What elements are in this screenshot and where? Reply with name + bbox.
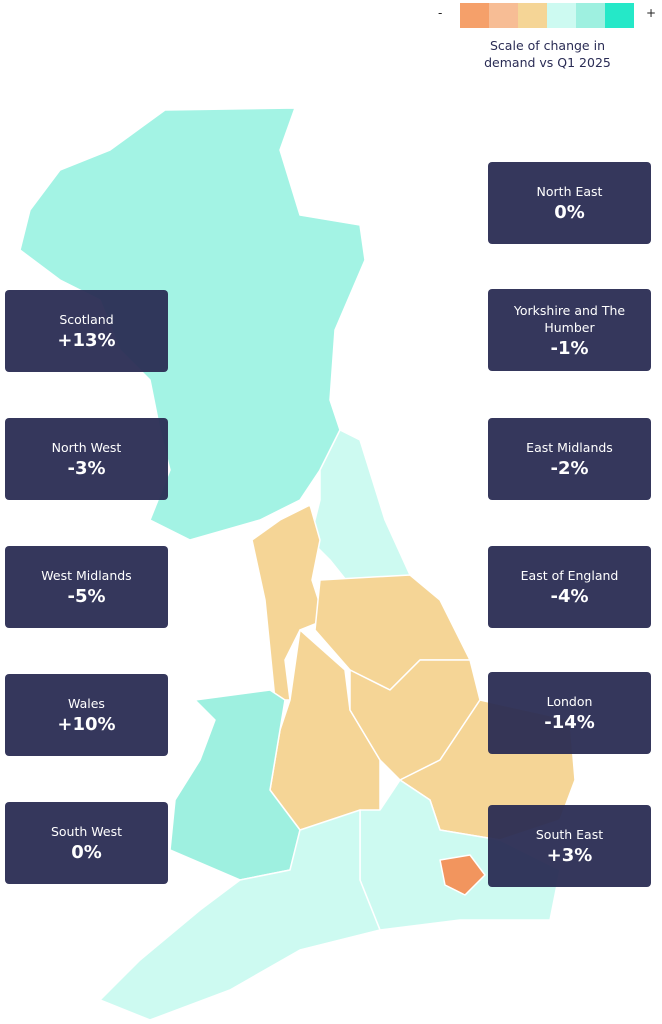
legend-title: Scale of change in demand vs Q1 2025: [484, 38, 611, 70]
region-box: Yorkshire and The Humber -1%: [488, 289, 651, 371]
region-name: Scotland: [59, 312, 114, 327]
region-box: London -14%: [488, 672, 651, 754]
region-change: -3%: [67, 458, 106, 479]
legend-minus: -: [438, 6, 443, 20]
region-name: Yorkshire and The Humber: [513, 302, 626, 335]
legend-swatch: [460, 3, 489, 28]
region-change: -4%: [550, 586, 589, 607]
south-west-shape: [99, 809, 381, 1021]
region-name: South East: [535, 827, 604, 842]
region-name: East of England: [520, 568, 619, 583]
region-name: London: [546, 694, 593, 709]
region-box: East Midlands -2%: [488, 418, 651, 500]
region-name: East Midlands: [526, 440, 613, 455]
legend-scale: [460, 3, 634, 28]
region-change: 0%: [554, 202, 585, 223]
region-box: South East +3%: [488, 805, 651, 887]
region-name: North East: [536, 184, 603, 199]
region-change: 0%: [71, 842, 102, 863]
legend-swatch: [489, 3, 518, 28]
region-name: West Midlands: [41, 568, 132, 583]
legend-swatch: [518, 3, 547, 28]
region-box: North West -3%: [5, 418, 168, 500]
region-box: Scotland +13%: [5, 290, 168, 372]
region-name: North West: [51, 440, 122, 455]
region-name: Wales: [68, 696, 105, 711]
legend-swatch: [576, 3, 605, 28]
region-name: South West: [50, 824, 123, 839]
region-change: -2%: [550, 458, 589, 479]
region-change: -14%: [544, 712, 595, 733]
north-west-shape: [251, 504, 326, 701]
region-box: Wales +10%: [5, 674, 168, 756]
london-shape: [439, 854, 486, 896]
region-box: South West 0%: [5, 802, 168, 884]
legend-plus: +: [646, 6, 657, 20]
region-change: +10%: [57, 714, 116, 735]
scotland-shape: [19, 107, 366, 541]
legend-swatch: [605, 3, 634, 28]
region-change: -5%: [67, 586, 106, 607]
region-box: West Midlands -5%: [5, 546, 168, 628]
region-change: +13%: [57, 330, 116, 351]
north-east-shape: [309, 429, 411, 586]
region-box: North East 0%: [488, 162, 651, 244]
region-change: +3%: [546, 845, 593, 866]
region-change: -1%: [550, 337, 589, 359]
region-box: East of England -4%: [488, 546, 651, 628]
legend-swatch: [547, 3, 576, 28]
